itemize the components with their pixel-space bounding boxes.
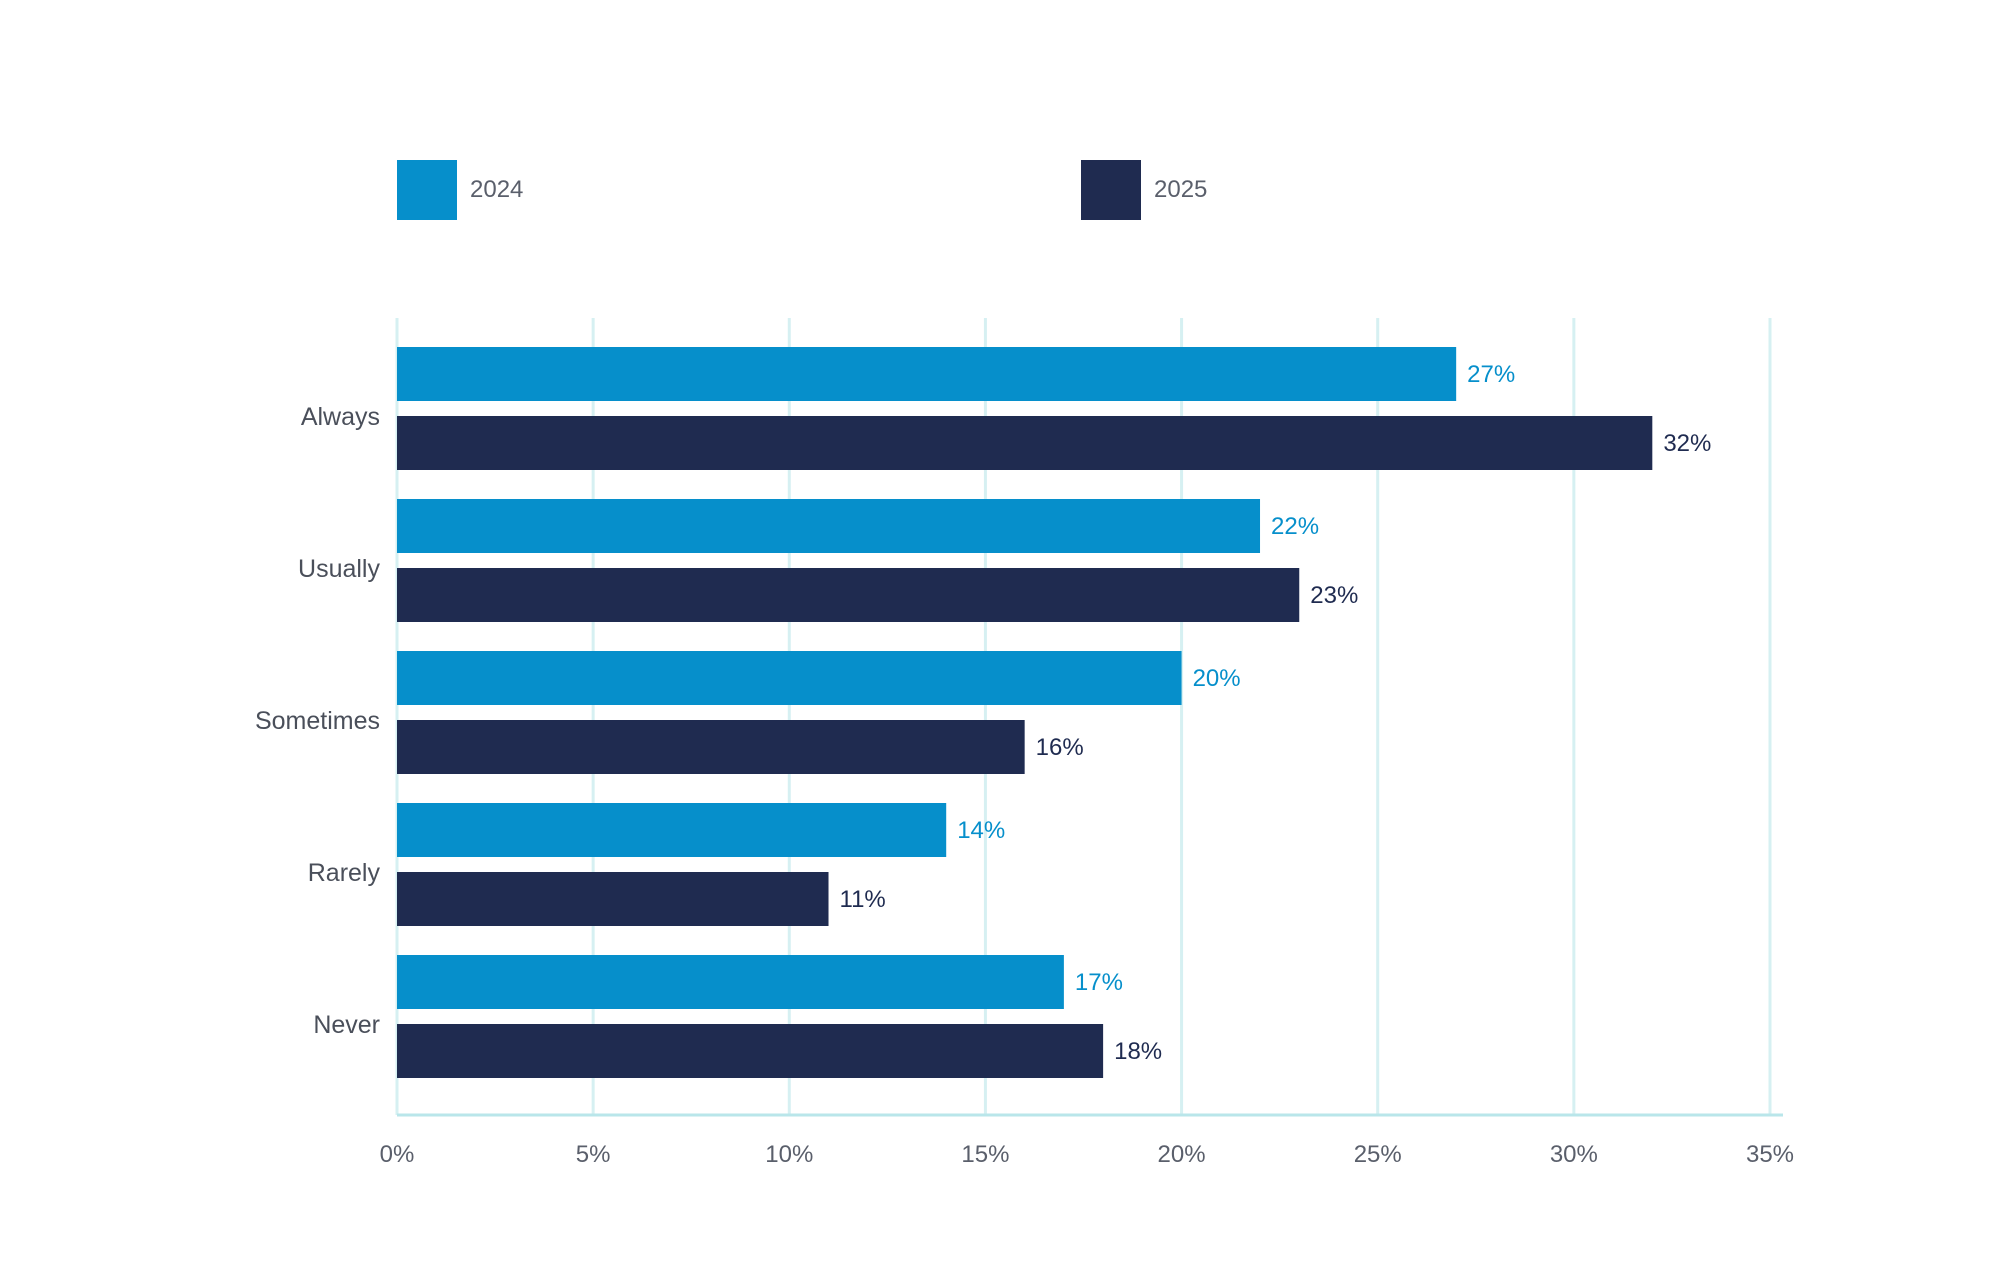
category-labels: Always Usually Sometimes Rarely Never	[255, 403, 381, 1039]
bar-2025-usually	[397, 568, 1300, 622]
bar-value-label: 27%	[1467, 361, 1515, 388]
x-tick-label: 10%	[765, 1141, 813, 1168]
bar-2024-rarely	[397, 803, 947, 857]
x-tick-label: 5%	[576, 1141, 611, 1168]
bar-value-label: 22%	[1271, 513, 1319, 540]
bar-value-label: 17%	[1075, 969, 1123, 996]
bar-value-label: 18%	[1114, 1038, 1162, 1065]
bar-value-label: 20%	[1193, 665, 1241, 692]
category-label-usually: Usually	[298, 555, 380, 583]
x-tick-label: 0%	[380, 1141, 415, 1168]
bar-2024-sometimes	[397, 651, 1182, 705]
bar-value-label: 23%	[1310, 582, 1358, 609]
bar-2025-sometimes	[397, 720, 1025, 774]
bar-2025-never	[397, 1024, 1104, 1078]
bar-2025-always	[397, 416, 1653, 470]
bar-value-label: 14%	[957, 817, 1005, 844]
bar-2024-usually	[397, 499, 1261, 553]
bar-2025-rarely	[397, 872, 829, 926]
category-label-never: Never	[313, 1011, 380, 1039]
legend-swatch-2025	[1081, 160, 1141, 220]
bar-2024-never	[397, 955, 1064, 1009]
bars	[397, 347, 1653, 1078]
x-tick-label: 20%	[1158, 1141, 1206, 1168]
category-label-rarely: Rarely	[308, 859, 381, 887]
x-tick-label: 15%	[961, 1141, 1009, 1168]
category-label-always: Always	[301, 403, 380, 431]
bar-value-label: 11%	[840, 886, 886, 913]
x-tick-labels: 0% 5% 10% 15% 20% 25% 30% 35%	[380, 1141, 1794, 1168]
bar-2024-always	[397, 347, 1457, 401]
x-tick-label: 30%	[1550, 1141, 1598, 1168]
legend-swatch-2024	[397, 160, 457, 220]
legend-label-2025: 2025	[1154, 176, 1208, 203]
bar-value-label: 16%	[1036, 734, 1084, 761]
legend-label-2024: 2024	[470, 176, 524, 203]
bar-value-labels: 27% 32% 22% 23% 20% 16% 14% 11% 17% 18%	[840, 361, 1712, 1065]
x-tick-label: 25%	[1354, 1141, 1402, 1168]
x-tick-label: 35%	[1746, 1141, 1794, 1168]
category-label-sometimes: Sometimes	[255, 707, 380, 735]
bar-value-label: 32%	[1663, 430, 1711, 457]
